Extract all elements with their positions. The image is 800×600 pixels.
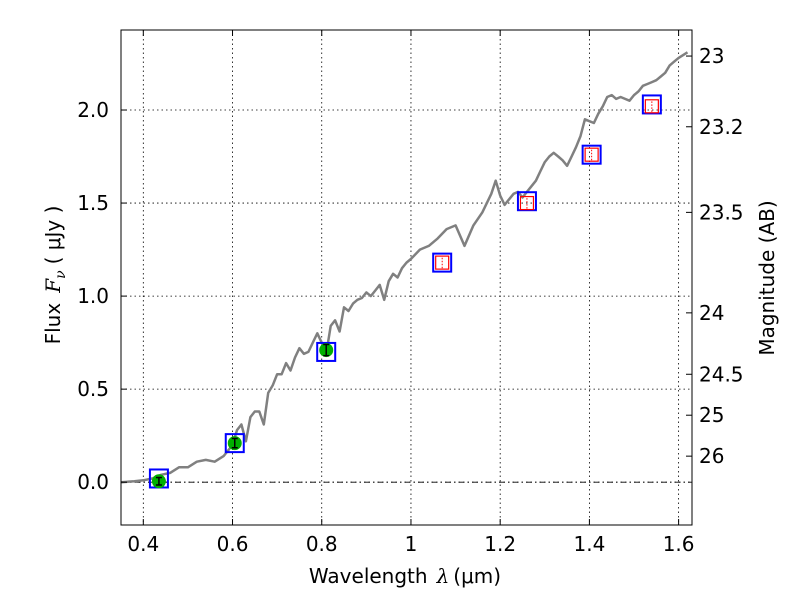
y2-axis-label: Magnitude (AB)	[755, 200, 779, 355]
y-axis-label-subscript: ν	[53, 270, 69, 279]
y2-tick-label: 23.2	[699, 115, 744, 139]
upper-limit-point	[644, 99, 659, 114]
x-tick-label: 0.4	[127, 532, 159, 556]
y2-tick-label: 26	[699, 444, 724, 468]
y-axis-label-text: Flux	[41, 303, 65, 345]
y-tick-label: 0.5	[77, 377, 109, 401]
y2-tick-label: 23.5	[699, 200, 744, 224]
y-tick-label: 1.0	[77, 284, 109, 308]
model-photometry-point	[432, 252, 453, 273]
axes: 0.4 0.6 0.8 1 1.2 1.4 1.6 0.0 0.5 1.0 1.5 2.0 23 23.2…	[77, 29, 744, 556]
x-tick-label: 0.8	[306, 532, 338, 556]
y-tick-label: 1.5	[77, 191, 109, 215]
upper-limit-point	[435, 255, 450, 270]
model-photometry-point	[516, 191, 537, 212]
x-tick-label: 0.6	[217, 532, 249, 556]
upper-limit-point	[584, 147, 599, 162]
y-axis-label-unit: ( μJy )	[41, 206, 65, 265]
x-tick-label: 1	[405, 532, 418, 556]
grid-lines	[121, 30, 692, 525]
y2-tick-label: 25	[699, 403, 724, 427]
upper-limit-point	[519, 195, 535, 211]
y-axis-label: Flux Fν ( μJy )	[41, 206, 69, 345]
y2-tick-label: 24	[699, 301, 724, 325]
plot-area	[120, 51, 692, 489]
x-axis-label-text: Wavelength	[309, 564, 428, 588]
model-spectrum-line	[120, 51, 689, 484]
axes-frame	[120, 29, 693, 526]
x-tick-label: 1.4	[573, 532, 605, 556]
x-axis-label: Wavelength λ (μm)	[309, 564, 501, 588]
x-axis-label-symbol: λ	[436, 564, 450, 588]
y-tick-label: 0.0	[77, 470, 109, 494]
model-photometry-point	[224, 433, 245, 454]
model-photometry-point	[581, 144, 602, 165]
model-photometry-point	[641, 94, 662, 115]
y2-tick-label: 23	[699, 44, 724, 68]
y2-tick-label: 24.5	[699, 362, 744, 386]
x-axis-label-unit: (μm)	[453, 564, 501, 588]
x-tick-label: 1.2	[484, 532, 516, 556]
model-photometry-point	[316, 341, 337, 362]
y-tick-label: 2.0	[77, 98, 109, 122]
x-tick-label: 1.6	[663, 532, 695, 556]
y-axis-label-symbol: F	[41, 278, 65, 294]
